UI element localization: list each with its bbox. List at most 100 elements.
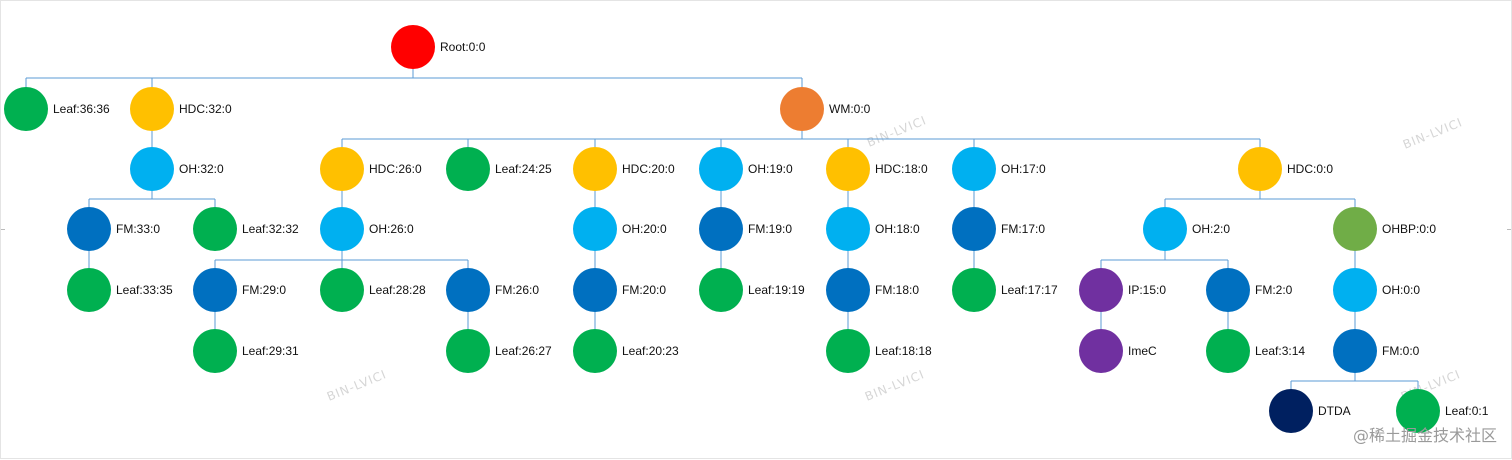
node-circle [391,25,435,69]
node-label: Leaf:24:25 [495,162,552,176]
watermark-text: BIN-LVICI [325,367,389,404]
node-label: OH:20:0 [622,222,667,236]
node-label: Leaf:3:14 [1255,344,1305,358]
node-circle [4,87,48,131]
tree-node-fm-29: FM:29:0 [193,268,286,312]
tree-node-wm: WM:0:0 [780,87,871,131]
tree-edges [25,69,1419,389]
node-label: FM:33:0 [116,222,160,236]
right-edge-mark [1507,229,1511,230]
tree-node-leaf-26: Leaf:26:27 [446,329,552,373]
node-circle [193,207,237,251]
node-label: OH:0:0 [1382,283,1420,297]
node-circle [1396,389,1440,433]
node-label: FM:0:0 [1382,344,1420,358]
tree-node-oh-17: OH:17:0 [952,147,1046,191]
tree-node-ip-15: IP:15:0 [1079,268,1166,312]
node-label: Leaf:28:28 [369,283,426,297]
node-circle [826,268,870,312]
node-circle [130,87,174,131]
node-circle [1333,268,1377,312]
tree-node-leaf-29: Leaf:29:31 [193,329,299,373]
tree-node-oh-26: OH:26:0 [320,207,414,251]
node-label: FM:17:0 [1001,222,1045,236]
tree-node-leaf-36: Leaf:36:36 [4,87,110,131]
node-label: OH:18:0 [875,222,920,236]
tree-node-leaf-20: Leaf:20:23 [573,329,679,373]
node-circle [193,329,237,373]
tree-node-oh-18: OH:18:0 [826,207,920,251]
tree-node-fm-26: FM:26:0 [446,268,539,312]
node-circle [1333,329,1377,373]
node-label: HDC:18:0 [875,162,928,176]
tree-node-fm-2: FM:2:0 [1206,268,1293,312]
node-label: ImeC [1128,344,1157,358]
node-label: FM:2:0 [1255,283,1293,297]
node-label: FM:26:0 [495,283,539,297]
node-label: OH:26:0 [369,222,414,236]
node-circle [952,268,996,312]
tree-node-leaf-28: Leaf:28:28 [320,268,426,312]
node-circle [193,268,237,312]
tree-node-oh-32: OH:32:0 [130,147,224,191]
node-label: OH:17:0 [1001,162,1046,176]
node-circle [1079,268,1123,312]
node-label: Leaf:18:18 [875,344,932,358]
tree-node-leaf-0: Leaf:0:1 [1396,389,1489,433]
node-label: OH:19:0 [748,162,793,176]
node-label: Root:0:0 [440,40,486,54]
tree-node-fm-33: FM:33:0 [67,207,160,251]
node-circle [573,329,617,373]
node-circle [67,268,111,312]
node-circle [699,147,743,191]
node-circle [446,268,490,312]
tree-node-fm-0: FM:0:0 [1333,329,1420,373]
node-label: HDC:20:0 [622,162,675,176]
tree-node-imec: ImeC [1079,329,1157,373]
node-label: Leaf:17:17 [1001,283,1058,297]
node-label: OHBP:0:0 [1382,222,1436,236]
node-circle [67,207,111,251]
tree-node-leaf-17: Leaf:17:17 [952,268,1058,312]
tree-node-hdc-20: HDC:20:0 [573,147,675,191]
node-label: FM:18:0 [875,283,919,297]
node-circle [699,207,743,251]
node-circle [826,207,870,251]
node-label: OH:32:0 [179,162,224,176]
tree-node-dtda: DTDA [1269,389,1351,433]
node-label: Leaf:0:1 [1445,404,1489,418]
tree-node-oh-20: OH:20:0 [573,207,667,251]
node-label: Leaf:32:32 [242,222,299,236]
watermark-text: BIN-LVICI [865,113,929,150]
node-label: OH:2:0 [1192,222,1230,236]
node-circle [573,147,617,191]
tree-node-leaf-24: Leaf:24:25 [446,147,552,191]
tree-node-fm-19: FM:19:0 [699,207,792,251]
tree-node-ohbp: OHBP:0:0 [1333,207,1436,251]
node-label: HDC:32:0 [179,102,232,116]
node-circle [1269,389,1313,433]
tree-node-fm-18: FM:18:0 [826,268,919,312]
node-circle [320,147,364,191]
tree-node-leaf-18: Leaf:18:18 [826,329,932,373]
node-circle [952,207,996,251]
node-circle [1143,207,1187,251]
node-circle [826,329,870,373]
node-circle [573,207,617,251]
node-label: WM:0:0 [829,102,871,116]
node-circle [1206,268,1250,312]
credit-watermark: @稀土掘金技术社区 [1352,426,1497,445]
node-label: DTDA [1318,404,1351,418]
node-label: Leaf:33:35 [116,283,173,297]
node-label: Leaf:20:23 [622,344,679,358]
tree-node-hdc-32: HDC:32:0 [130,87,232,131]
tree-nodes: Root:0:0 Leaf:36:36 HDC:32:0 WM:0:0 OH:32:0 F… [4,25,1489,433]
node-circle [1238,147,1282,191]
tree-node-hdc-26: HDC:26:0 [320,147,422,191]
tree-node-root: Root:0:0 [391,25,486,69]
tree-node-oh-2: OH:2:0 [1143,207,1230,251]
watermark-text: BIN-LVICI [1401,115,1465,152]
node-circle [1079,329,1123,373]
